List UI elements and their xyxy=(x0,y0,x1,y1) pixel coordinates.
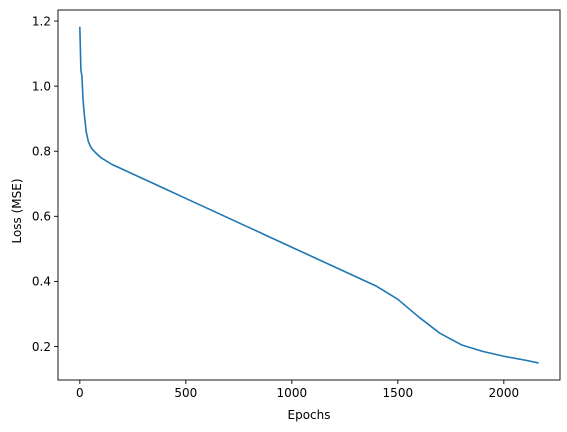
plot-area xyxy=(79,26,539,364)
plot-frame xyxy=(57,9,561,381)
x-axis-label: Epochs xyxy=(288,408,331,422)
x-tick-label: 1000 xyxy=(277,386,308,400)
x-tick-label: 500 xyxy=(174,386,197,400)
axes: 0 500 1000 1500 2000 0.2 0.4 0.6 0.8 1.0 1.2 xyxy=(32,9,561,400)
x-tick-label: 0 xyxy=(76,386,84,400)
y-tick-label: 0.4 xyxy=(32,275,51,289)
x-tick-label: 1500 xyxy=(383,386,414,400)
y-axis-label: Loss (MSE) xyxy=(10,178,24,243)
y-tick-label: 1.2 xyxy=(32,14,51,28)
y-tick-label: 0.2 xyxy=(32,340,51,354)
y-tick-label: 0.8 xyxy=(32,145,51,159)
x-tick-label: 2000 xyxy=(489,386,520,400)
y-tick-label: 1.0 xyxy=(32,79,51,93)
y-tick-label: 0.6 xyxy=(32,210,51,224)
series-line-0 xyxy=(79,26,539,364)
